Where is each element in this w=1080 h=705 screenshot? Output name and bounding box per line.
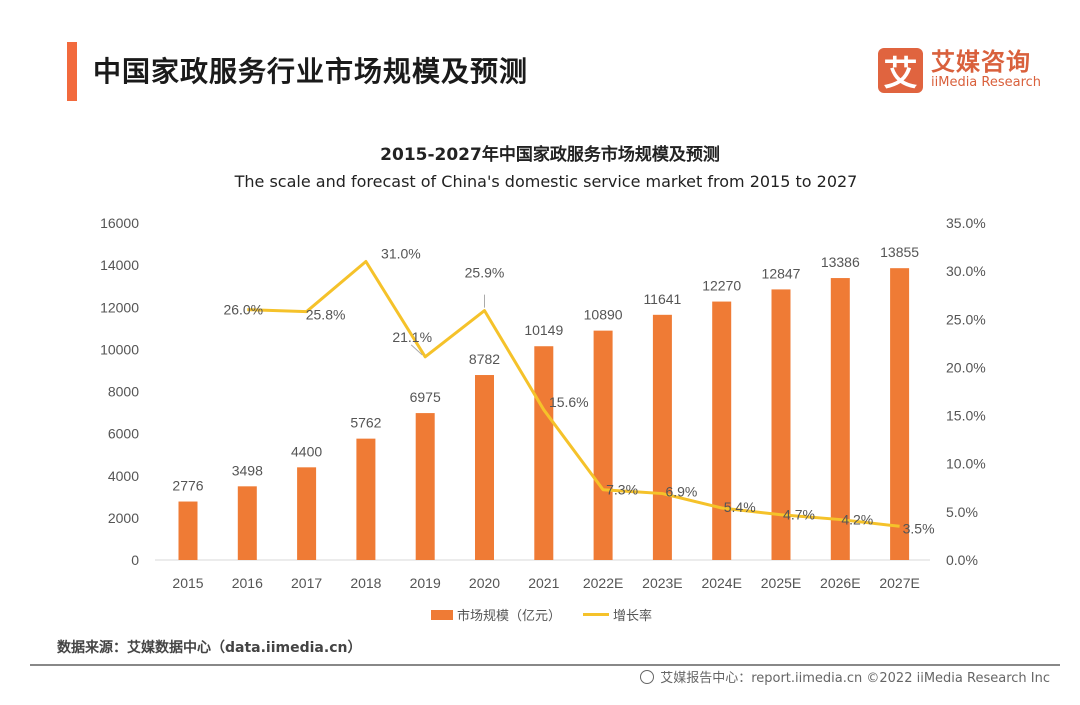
logo-name-en: iiMedia Research [931,75,1042,90]
footer-divider [30,664,1060,666]
y-left-tick: 6000 [108,426,139,442]
growth-rate-line [247,260,900,528]
y-right-tick: 25.0% [946,311,986,327]
growth-rate-label: 5.4% [724,499,756,515]
y-right-tick: 35.0% [946,215,986,231]
y-right-tick: 30.0% [946,263,986,279]
legend-item-growth-rate: 增长率 [613,609,653,624]
x-tick: 2021 [528,575,559,591]
bar-value-label: 6975 [410,389,441,405]
y-left-tick: 4000 [108,468,139,484]
chart-legend: 市场规模（亿元） 增长率 [431,605,652,624]
x-tick: 2017 [291,575,322,591]
x-tick: 2018 [350,575,381,591]
growth-rate-label: 31.0% [381,246,421,262]
bar [890,268,910,560]
x-tick: 2016 [232,575,263,591]
y-right-tick: 20.0% [946,359,986,375]
logo-mark-icon: 艾 [878,47,923,94]
growth-rate-label: 15.6% [549,394,589,410]
y-left-tick: 0 [131,552,139,568]
x-tick: 2027E [879,575,919,591]
bar [415,413,435,560]
bar-value-label: 5762 [350,415,381,431]
growth-rate-label: 7.3% [606,482,638,498]
page-title: 中国家政服务行业市场规模及预测 [93,55,529,88]
bar [297,467,317,560]
bar [771,289,791,560]
bar [652,314,672,560]
growth-rate-label: 21.1% [392,329,432,345]
footer-report-text: 艾媒报告中心：report.iimedia.cn ©2022 iiMedia R… [660,671,1050,686]
y-left-tick: 10000 [100,341,139,357]
y-left-tick: 12000 [100,299,139,315]
bar [178,501,198,560]
growth-rate-label: 3.5% [903,520,935,536]
bar-value-label: 13386 [821,254,860,270]
x-tick: 2020 [469,575,500,591]
bar-value-label: 12847 [762,265,801,281]
bar-value-label: 10149 [524,322,563,338]
growth-rate-label: 26.0% [223,302,263,318]
bar [712,301,732,560]
x-tick: 2026E [820,575,860,591]
bar-value-label: 3498 [232,462,263,478]
bar-value-label: 11641 [643,291,681,307]
growth-rate-label: 25.8% [306,307,346,323]
chart-subtitle: The scale and forecast of China's domest… [234,172,858,191]
legend-bar-swatch [431,609,453,620]
bar-value-label: 2776 [172,478,203,494]
y-right-tick: 0.0% [946,552,978,568]
bar-value-label: 13855 [880,244,919,260]
y-right-tick: 15.0% [946,408,986,424]
x-tick: 2024E [701,575,741,591]
growth-rate-label: 4.2% [841,512,873,528]
footer-credit: 艾媒报告中心：report.iimedia.cn ©2022 iiMedia R… [640,667,1050,686]
leader-line-2019 [410,344,423,356]
legend-line-swatch [583,613,610,616]
y-left-tick: 8000 [108,384,139,400]
bar-value-label: 8782 [469,351,500,367]
iimedia-logo: 艾 艾媒咨询 iiMedia Research [878,44,1041,96]
bar-value-label: 4400 [291,443,322,459]
globe-icon [640,669,655,684]
y-left-tick: 2000 [108,510,139,526]
legend-item-market-size: 市场规模（亿元） [457,609,562,624]
x-tick: 2025E [761,575,801,591]
bar [830,278,850,560]
y-right-tick: 5.0% [946,504,978,520]
x-tick: 2015 [172,575,203,591]
growth-rate-label: 4.7% [783,507,815,523]
title-accent-bar [67,42,77,101]
x-tick: 2022E [583,575,623,591]
data-source: 数据来源：艾媒数据中心（data.iimedia.cn） [57,640,362,656]
y-left-tick: 16000 [100,215,139,231]
bar [356,438,376,560]
x-tick: 2019 [410,575,441,591]
bar-value-label: 12270 [702,278,741,294]
bar [475,375,494,560]
logo-name-cn: 艾媒咨询 [931,48,1031,76]
bar [237,486,257,560]
bar-value-label: 10890 [584,307,623,323]
growth-rate-label: 25.9% [465,265,505,281]
growth-rate-label: 6.9% [665,484,697,500]
chart-title: 2015-2027年中国家政服务市场规模及预测 [380,145,720,165]
y-right-tick: 10.0% [946,456,986,472]
bar [534,346,554,560]
x-tick: 2023E [642,575,682,591]
bar [593,330,613,560]
y-left-tick: 14000 [100,257,139,273]
